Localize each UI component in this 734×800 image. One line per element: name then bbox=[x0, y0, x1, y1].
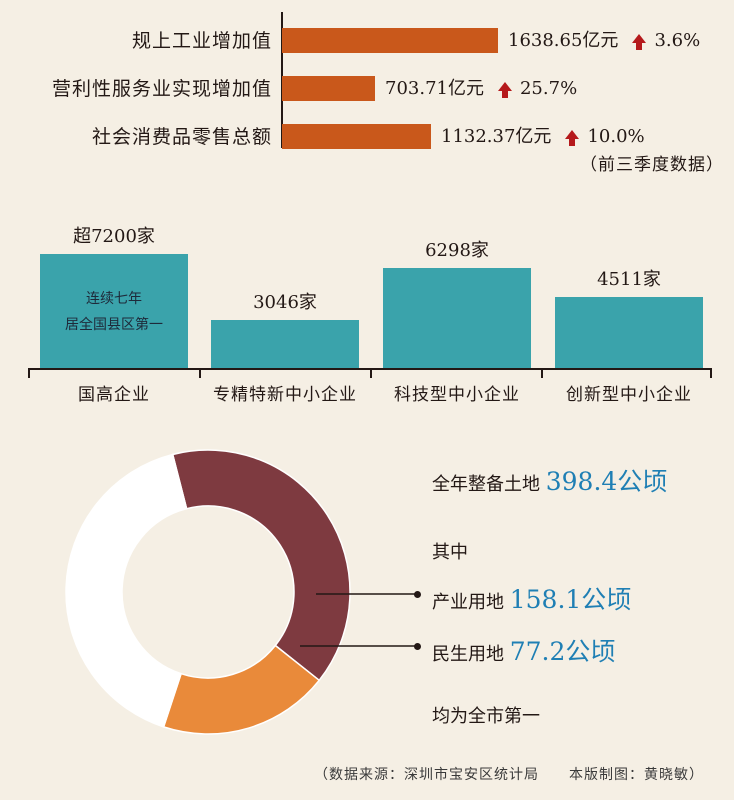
total-land-label: 全年整备土地 bbox=[432, 474, 540, 495]
hbar-value: 1132.37亿元 10.0% bbox=[441, 122, 645, 152]
subheading: 其中 bbox=[432, 542, 468, 563]
data-period-note: （前三季度数据） bbox=[580, 155, 724, 175]
livelihood-land-label: 民生用地 bbox=[432, 644, 504, 665]
vbar-category: 科技型中小企业 bbox=[394, 385, 520, 405]
up-arrow-icon bbox=[565, 130, 580, 146]
vbar-category: 创新型中小企业 bbox=[566, 385, 692, 405]
hbar-value: 703.71亿元 25.7% bbox=[385, 74, 577, 104]
up-arrow-icon bbox=[497, 82, 512, 98]
industrial-land-row: 产业用地 158.1公顷 bbox=[432, 580, 631, 616]
axis-tick bbox=[28, 368, 30, 378]
vbar-value-label: 4511家 bbox=[597, 269, 661, 290]
livelihood-land-value: 77.2公顷 bbox=[509, 637, 616, 666]
hbar-value-label: 703.71亿元 bbox=[385, 78, 484, 99]
land-donut bbox=[65, 449, 418, 735]
donut-slice-1 bbox=[171, 449, 351, 682]
axis-tick bbox=[541, 368, 543, 378]
hbar-row: 营利性服务业实现增加值 703.71亿元 25.7% bbox=[0, 74, 734, 104]
annotation-line-1: 连续七年 bbox=[86, 291, 142, 307]
ranking-annotation: 连续七年 居全国县区第一 bbox=[40, 286, 188, 338]
axis-tick bbox=[710, 368, 712, 378]
vbar-value-label: 6298家 bbox=[425, 240, 489, 261]
vbar-value-label: 3046家 bbox=[253, 292, 317, 313]
hbar-category: 规上工业增加值 bbox=[131, 30, 272, 52]
hbar-row: 规上工业增加值 1638.65亿元 3.6% bbox=[0, 26, 734, 56]
source-footer: （数据来源：深圳市宝安区统计局 本版制图：黄晓敏） bbox=[314, 767, 704, 783]
vbar bbox=[211, 320, 359, 368]
livelihood-land-row: 民生用地 77.2公顷 bbox=[432, 632, 615, 668]
vbar-category: 专精特新中小企业 bbox=[213, 385, 357, 405]
hbar-row: 社会消费品零售总额 1132.37亿元 10.0% bbox=[0, 122, 734, 152]
hbar-value-label: 1638.65亿元 bbox=[508, 30, 619, 51]
hbar bbox=[282, 76, 375, 101]
hbar-value-label: 1132.37亿元 bbox=[441, 126, 552, 147]
hbar-value: 1638.65亿元 3.6% bbox=[508, 26, 700, 56]
donut-slice-3 bbox=[65, 453, 188, 728]
vbar bbox=[555, 297, 703, 368]
hbar-category: 营利性服务业实现增加值 bbox=[51, 78, 272, 100]
axis-tick bbox=[199, 368, 201, 378]
axis-tick bbox=[370, 368, 372, 378]
livelihood-dot bbox=[414, 643, 421, 650]
up-arrow-icon bbox=[632, 34, 647, 50]
hbar-growth: 10.0% bbox=[587, 126, 645, 147]
vbar bbox=[383, 268, 531, 368]
total-land-value: 398.4公顷 bbox=[545, 467, 668, 496]
conclusion-text: 均为全市第一 bbox=[432, 706, 540, 727]
hbar-growth: 25.7% bbox=[519, 78, 578, 99]
industrial-land-label: 产业用地 bbox=[432, 592, 504, 613]
vbar-value-label: 超7200家 bbox=[73, 226, 155, 247]
hbar bbox=[282, 28, 498, 53]
vbar-category: 国高企业 bbox=[78, 385, 150, 405]
industrial-dot bbox=[414, 591, 421, 598]
hbar bbox=[282, 124, 431, 149]
annotation-line-2: 居全国县区第一 bbox=[65, 317, 163, 333]
total-land-row: 全年整备土地 398.4公顷 bbox=[432, 462, 667, 498]
industrial-land-value: 158.1公顷 bbox=[509, 585, 632, 614]
vbar bbox=[40, 254, 188, 368]
hbar-category: 社会消费品零售总额 bbox=[91, 126, 272, 148]
hbar-growth: 3.6% bbox=[654, 30, 701, 51]
